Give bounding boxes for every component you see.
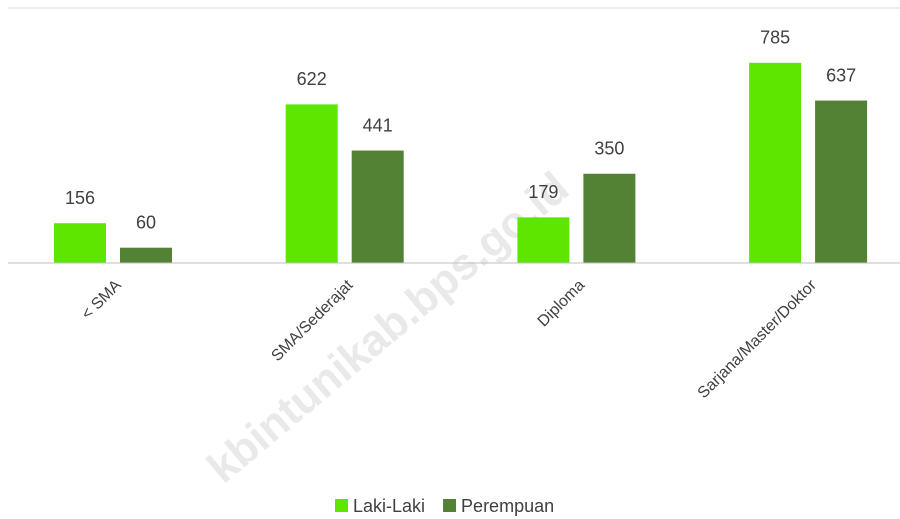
x-tick-label: < SMA xyxy=(79,277,126,324)
data-label: 60 xyxy=(136,212,156,232)
bar xyxy=(351,150,404,263)
legend-swatch xyxy=(443,499,457,512)
bar xyxy=(120,247,172,263)
bar xyxy=(583,173,636,263)
data-label: 622 xyxy=(297,69,327,89)
bar xyxy=(285,104,338,263)
data-label: 156 xyxy=(65,188,95,208)
bar xyxy=(815,100,868,263)
data-label: 179 xyxy=(528,182,558,202)
legend-swatch xyxy=(335,499,348,512)
bar xyxy=(749,62,802,264)
data-label: 637 xyxy=(826,65,856,85)
data-label: 350 xyxy=(594,139,624,159)
bar xyxy=(54,223,106,263)
data-label: 785 xyxy=(760,28,790,48)
legend-label: Perempuan xyxy=(461,496,554,516)
x-tick-label: Diploma xyxy=(535,277,589,331)
legend-label: Laki-Laki xyxy=(353,496,425,516)
x-tick-label: Sarjana/Master/Doktor xyxy=(695,276,821,402)
bar xyxy=(517,217,570,263)
data-label: 441 xyxy=(363,115,393,135)
